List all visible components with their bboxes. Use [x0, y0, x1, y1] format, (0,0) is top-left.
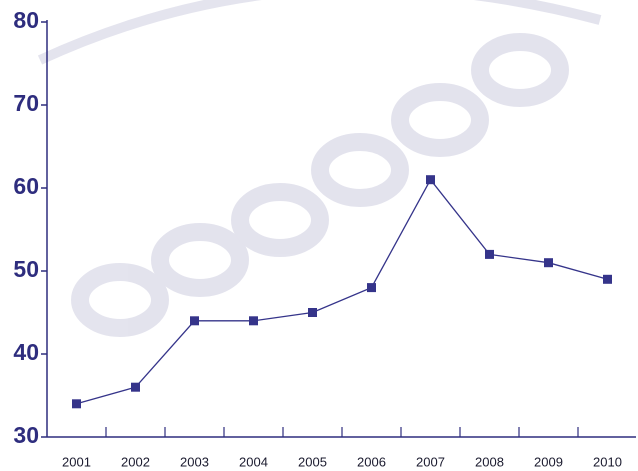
- y-tick-label: 80: [13, 7, 39, 33]
- y-tick-label: 50: [13, 256, 39, 282]
- marker: [72, 399, 81, 409]
- marker: [544, 258, 553, 268]
- y-tick-label: 40: [13, 339, 39, 365]
- marker: [249, 316, 258, 326]
- marker: [308, 308, 317, 317]
- x-tick-label: 2002: [121, 454, 150, 469]
- x-tick-label: 2001: [62, 454, 91, 469]
- y-tick-label: 30: [13, 422, 39, 448]
- marker: [485, 249, 494, 259]
- x-tick-label: 2009: [534, 454, 563, 469]
- x-tick-label: 2003: [180, 454, 209, 469]
- x-tick-label: 2004: [239, 454, 268, 469]
- x-tick-label: 2010: [593, 454, 622, 469]
- x-tick-label: 2007: [416, 454, 445, 469]
- marker: [603, 274, 612, 284]
- marker: [367, 283, 376, 293]
- y-tick-label: 60: [13, 173, 39, 199]
- watermark: [37, 0, 602, 337]
- x-tick-label: 2008: [475, 454, 504, 469]
- marker: [131, 382, 140, 392]
- y-tick-label: 70: [13, 90, 39, 116]
- marker: [190, 316, 199, 326]
- x-tick-label: 2005: [298, 454, 327, 469]
- x-tick-label: 2006: [357, 454, 386, 469]
- marker: [426, 175, 435, 185]
- line: [76, 178, 608, 405]
